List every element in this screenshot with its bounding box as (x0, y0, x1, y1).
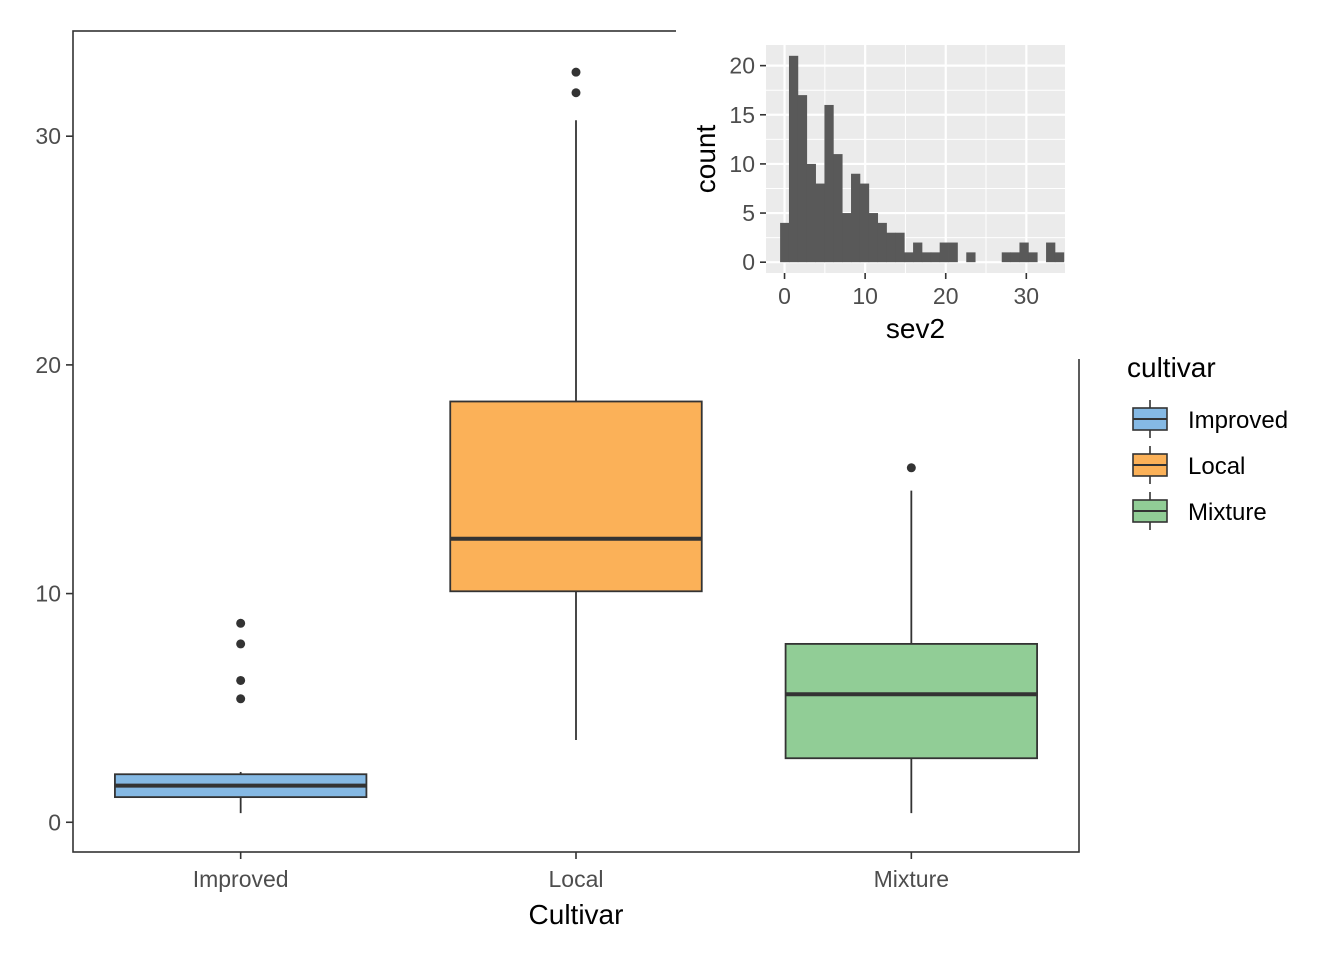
inset-y-axis-title: count (690, 125, 721, 194)
inset-y-tick-label: 10 (729, 151, 755, 177)
inset-x-axis-title: sev2 (886, 313, 945, 344)
outlier-point (236, 639, 246, 649)
inset-x-tick-label: 10 (852, 283, 878, 309)
histogram-bar (877, 222, 887, 263)
histogram-bar (859, 183, 870, 263)
histogram-bar (780, 222, 790, 263)
legend-item-improved: Improved (1132, 400, 1288, 438)
outlier-point (906, 463, 916, 473)
x-tick-label: Mixture (874, 866, 949, 892)
box-iqr (784, 642, 1038, 760)
box-improved (114, 618, 368, 814)
legend-item-mixture: Mixture (1132, 492, 1267, 530)
y-tick-label: 10 (35, 581, 61, 607)
inset-y-tick-label: 5 (742, 200, 755, 226)
outlier-point (236, 675, 246, 685)
histogram-bar (1001, 252, 1011, 263)
x-tick-label: Local (549, 866, 604, 892)
inset-x-tick-label: 20 (933, 283, 959, 309)
legend-item-local: Local (1132, 446, 1245, 484)
legend-title: cultivar (1127, 352, 1216, 383)
outlier-point (571, 67, 581, 77)
histogram-inset: 0 5 10 15 20 0 10 20 30 sev2 count (676, 22, 1086, 359)
histogram-bar (788, 55, 799, 263)
outlier-point (571, 88, 581, 98)
histogram-bar (1028, 252, 1038, 263)
histogram-bar (797, 95, 808, 263)
outlier-point (236, 618, 246, 628)
x-tick-label: Improved (193, 866, 289, 892)
inset-x-tick-label: 0 (778, 283, 791, 309)
legend: cultivar Improved Local Mixture (1127, 352, 1288, 530)
histogram-bar (851, 173, 861, 263)
histogram-bar (833, 154, 843, 263)
histogram-bar (948, 242, 958, 263)
histogram-bar (913, 242, 923, 263)
histogram-bar (930, 252, 941, 263)
y-tick-label: 0 (48, 809, 61, 835)
histogram-bar (1019, 242, 1029, 263)
histogram-bar (868, 213, 879, 263)
inset-y-tick-label: 15 (729, 102, 755, 128)
legend-label: Improved (1188, 407, 1288, 434)
histogram-bar (895, 232, 905, 263)
histogram-bar (939, 242, 949, 263)
x-axis-title: Cultivar (529, 899, 624, 930)
histogram-bar (886, 232, 896, 263)
inset-y-tick-label: 20 (729, 53, 755, 79)
boxplot-layer: 0 10 20 30 Improved Local Mixture Cultivar (35, 30, 1080, 930)
inset-x-tick-label: 30 (1014, 283, 1040, 309)
box-mixture (784, 463, 1038, 814)
histogram-bar (806, 163, 816, 263)
histogram-bar (1010, 252, 1020, 263)
y-tick-label: 30 (35, 123, 61, 149)
box-iqr (449, 400, 703, 593)
histogram-bar (921, 252, 932, 263)
histogram-bar (842, 213, 852, 263)
inset-y-tick-label: 0 (742, 249, 755, 275)
histogram-bar (904, 252, 914, 263)
histogram-bar (1046, 242, 1056, 263)
histogram-bar (815, 183, 825, 263)
legend-label: Mixture (1188, 499, 1267, 526)
y-tick-label: 20 (35, 352, 61, 378)
histogram-bar (824, 104, 834, 263)
histogram-bar (966, 252, 976, 263)
legend-label: Local (1188, 453, 1245, 480)
histogram-bar (1054, 252, 1065, 263)
outlier-point (236, 694, 246, 704)
box-local (449, 67, 703, 740)
